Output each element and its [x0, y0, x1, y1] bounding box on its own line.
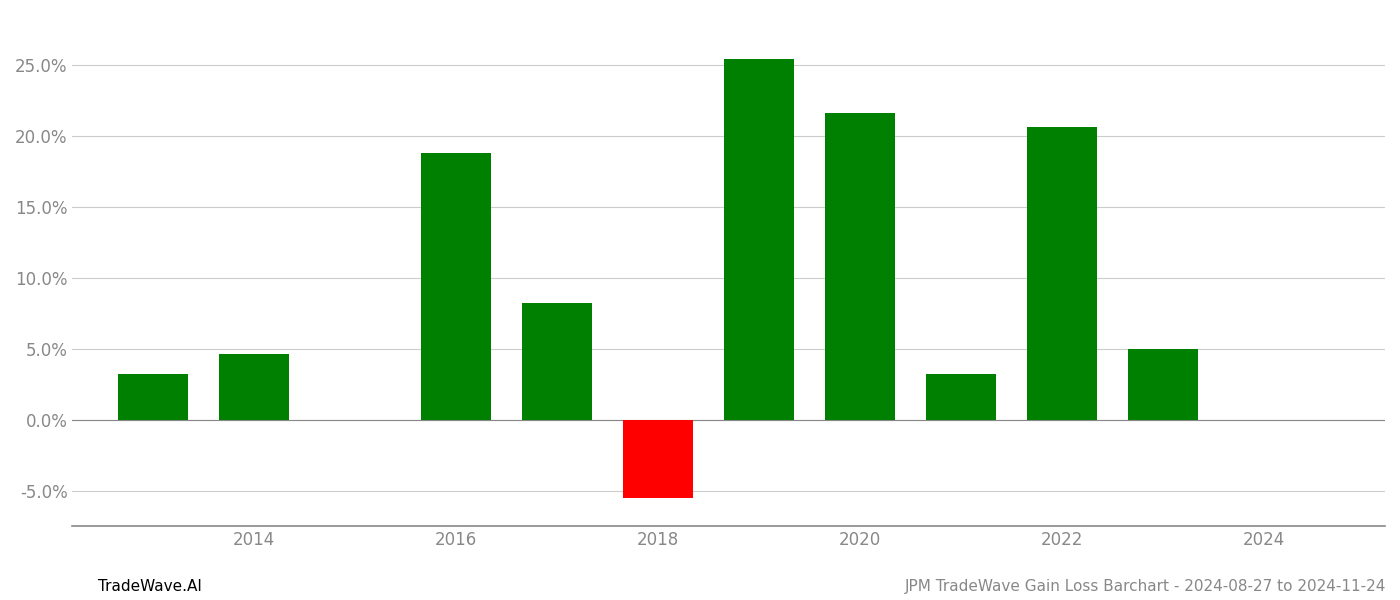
Bar: [522, 303, 592, 419]
Bar: [825, 113, 895, 419]
Bar: [623, 419, 693, 498]
Bar: [1127, 349, 1198, 419]
Text: TradeWave.AI: TradeWave.AI: [98, 579, 202, 594]
Bar: [118, 374, 189, 419]
Bar: [218, 355, 290, 419]
Bar: [1026, 127, 1098, 419]
Bar: [724, 59, 794, 419]
Bar: [925, 374, 997, 419]
Bar: [421, 153, 491, 419]
Text: JPM TradeWave Gain Loss Barchart - 2024-08-27 to 2024-11-24: JPM TradeWave Gain Loss Barchart - 2024-…: [904, 579, 1386, 594]
